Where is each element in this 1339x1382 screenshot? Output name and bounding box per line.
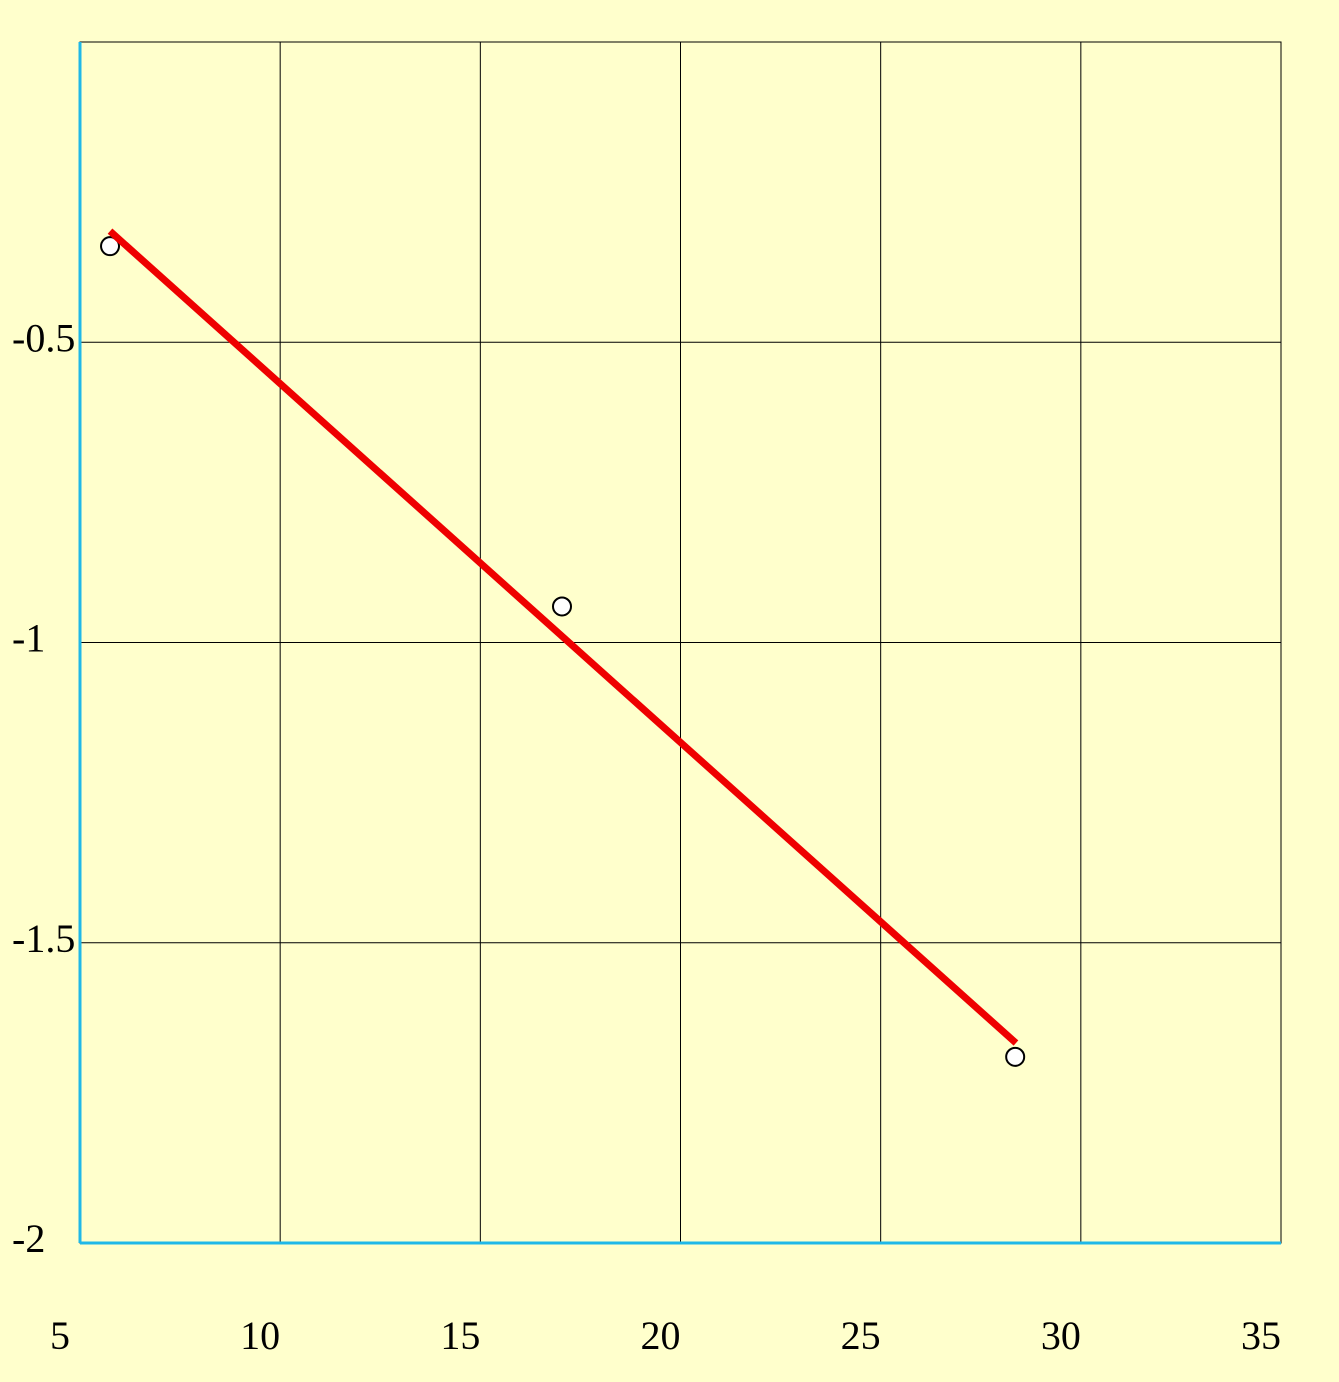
x-tick-label: 35 xyxy=(1241,1313,1281,1358)
y-tick-label: -1.5 xyxy=(12,916,75,961)
data-point xyxy=(1005,1046,1026,1067)
x-tick-label: 20 xyxy=(641,1313,681,1358)
x-tick-label: 10 xyxy=(240,1313,280,1358)
x-tick-label: 25 xyxy=(841,1313,881,1358)
fit-line xyxy=(107,228,1019,1046)
x-tick-label: 30 xyxy=(1041,1313,1081,1358)
data-point xyxy=(100,236,121,257)
x-tick-label: 5 xyxy=(50,1313,70,1358)
x-tick-label: 15 xyxy=(440,1313,480,1358)
y-tick-label: -0.5 xyxy=(12,315,75,360)
y-tick-label: -2 xyxy=(12,1216,45,1261)
y-tick-label: -1 xyxy=(12,616,45,661)
data-point xyxy=(552,596,573,617)
